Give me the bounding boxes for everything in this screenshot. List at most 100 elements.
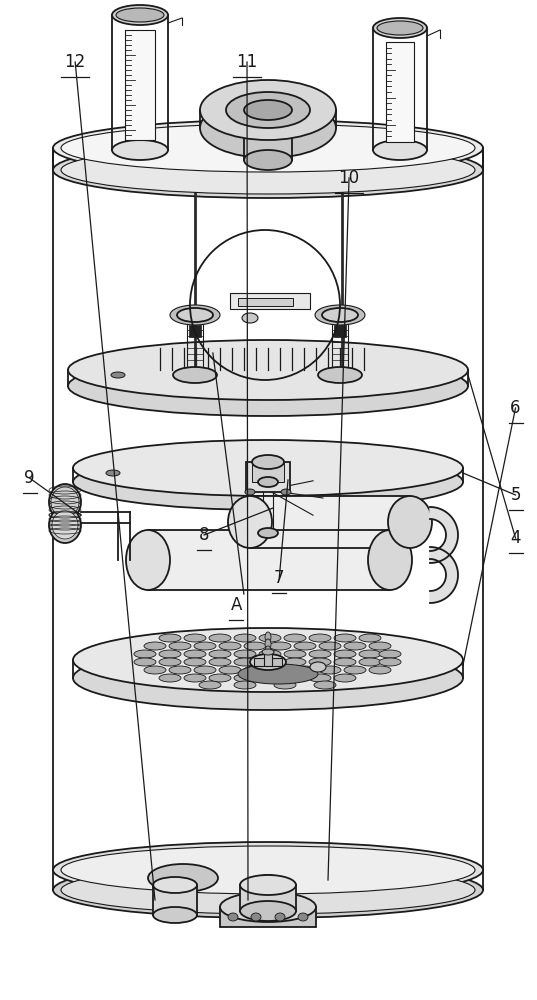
Ellipse shape bbox=[219, 642, 241, 650]
Ellipse shape bbox=[173, 367, 217, 383]
Ellipse shape bbox=[144, 642, 166, 650]
Ellipse shape bbox=[309, 650, 331, 658]
Text: 12: 12 bbox=[64, 53, 86, 71]
Ellipse shape bbox=[369, 666, 391, 674]
Ellipse shape bbox=[68, 356, 468, 416]
Ellipse shape bbox=[53, 120, 483, 176]
Ellipse shape bbox=[344, 642, 366, 650]
Ellipse shape bbox=[334, 634, 356, 642]
Ellipse shape bbox=[258, 477, 278, 487]
Ellipse shape bbox=[228, 913, 238, 921]
Ellipse shape bbox=[200, 98, 336, 158]
Ellipse shape bbox=[53, 862, 483, 918]
Bar bbox=[240, 885, 296, 911]
Ellipse shape bbox=[234, 634, 256, 642]
Ellipse shape bbox=[228, 496, 272, 548]
Ellipse shape bbox=[159, 634, 181, 642]
Ellipse shape bbox=[111, 372, 125, 378]
Ellipse shape bbox=[112, 5, 168, 25]
Ellipse shape bbox=[159, 658, 181, 666]
Ellipse shape bbox=[159, 650, 181, 658]
Ellipse shape bbox=[52, 511, 78, 539]
Ellipse shape bbox=[194, 666, 216, 674]
Ellipse shape bbox=[344, 666, 366, 674]
Ellipse shape bbox=[68, 340, 468, 400]
Ellipse shape bbox=[309, 634, 331, 642]
Bar bbox=[246, 462, 290, 492]
Ellipse shape bbox=[284, 674, 306, 682]
Ellipse shape bbox=[281, 489, 291, 495]
Ellipse shape bbox=[153, 907, 197, 923]
Ellipse shape bbox=[49, 507, 81, 543]
Ellipse shape bbox=[170, 305, 220, 325]
Ellipse shape bbox=[309, 674, 331, 682]
Ellipse shape bbox=[262, 649, 274, 655]
Ellipse shape bbox=[310, 662, 326, 672]
Ellipse shape bbox=[240, 875, 296, 895]
Ellipse shape bbox=[334, 658, 356, 666]
Ellipse shape bbox=[359, 634, 381, 642]
Ellipse shape bbox=[73, 454, 463, 510]
Bar bbox=[153, 885, 197, 915]
Ellipse shape bbox=[258, 528, 278, 538]
Ellipse shape bbox=[318, 367, 362, 383]
Polygon shape bbox=[430, 507, 458, 563]
Bar bbox=[125, 30, 155, 140]
Ellipse shape bbox=[379, 650, 401, 658]
Ellipse shape bbox=[373, 140, 427, 160]
Ellipse shape bbox=[298, 913, 308, 921]
Ellipse shape bbox=[73, 646, 463, 710]
Text: 9: 9 bbox=[24, 469, 35, 487]
Ellipse shape bbox=[144, 666, 166, 674]
Ellipse shape bbox=[184, 634, 206, 642]
Ellipse shape bbox=[234, 658, 256, 666]
Ellipse shape bbox=[134, 650, 156, 658]
Ellipse shape bbox=[359, 650, 381, 658]
Ellipse shape bbox=[315, 305, 365, 325]
Ellipse shape bbox=[73, 628, 463, 692]
Ellipse shape bbox=[259, 674, 281, 682]
Ellipse shape bbox=[259, 634, 281, 642]
Ellipse shape bbox=[265, 646, 271, 656]
Ellipse shape bbox=[126, 530, 170, 590]
Ellipse shape bbox=[388, 496, 432, 548]
Ellipse shape bbox=[169, 666, 191, 674]
Ellipse shape bbox=[284, 650, 306, 658]
Ellipse shape bbox=[148, 864, 218, 892]
Ellipse shape bbox=[234, 681, 256, 689]
Text: 10: 10 bbox=[338, 169, 360, 187]
Ellipse shape bbox=[61, 124, 475, 172]
Bar bbox=[386, 42, 414, 142]
Ellipse shape bbox=[252, 455, 284, 469]
Ellipse shape bbox=[334, 674, 356, 682]
Ellipse shape bbox=[359, 658, 381, 666]
Ellipse shape bbox=[184, 650, 206, 658]
Ellipse shape bbox=[184, 674, 206, 682]
Text: A: A bbox=[230, 596, 242, 614]
Ellipse shape bbox=[377, 21, 423, 35]
Bar bbox=[230, 293, 310, 309]
Ellipse shape bbox=[61, 866, 475, 914]
Ellipse shape bbox=[245, 489, 255, 495]
Ellipse shape bbox=[53, 142, 483, 198]
Ellipse shape bbox=[61, 146, 475, 194]
Ellipse shape bbox=[200, 80, 336, 140]
Ellipse shape bbox=[275, 913, 285, 921]
Ellipse shape bbox=[116, 8, 164, 22]
Ellipse shape bbox=[314, 681, 336, 689]
Ellipse shape bbox=[256, 875, 280, 885]
Ellipse shape bbox=[294, 666, 316, 674]
Bar bbox=[264, 650, 272, 666]
Ellipse shape bbox=[49, 484, 81, 520]
Ellipse shape bbox=[226, 92, 310, 128]
Ellipse shape bbox=[256, 890, 280, 900]
Ellipse shape bbox=[219, 666, 241, 674]
Text: 7: 7 bbox=[274, 569, 285, 587]
Ellipse shape bbox=[177, 308, 213, 322]
Ellipse shape bbox=[169, 642, 191, 650]
Ellipse shape bbox=[194, 642, 216, 650]
Ellipse shape bbox=[294, 642, 316, 650]
Ellipse shape bbox=[242, 313, 258, 323]
Ellipse shape bbox=[373, 18, 427, 38]
Ellipse shape bbox=[244, 100, 292, 120]
